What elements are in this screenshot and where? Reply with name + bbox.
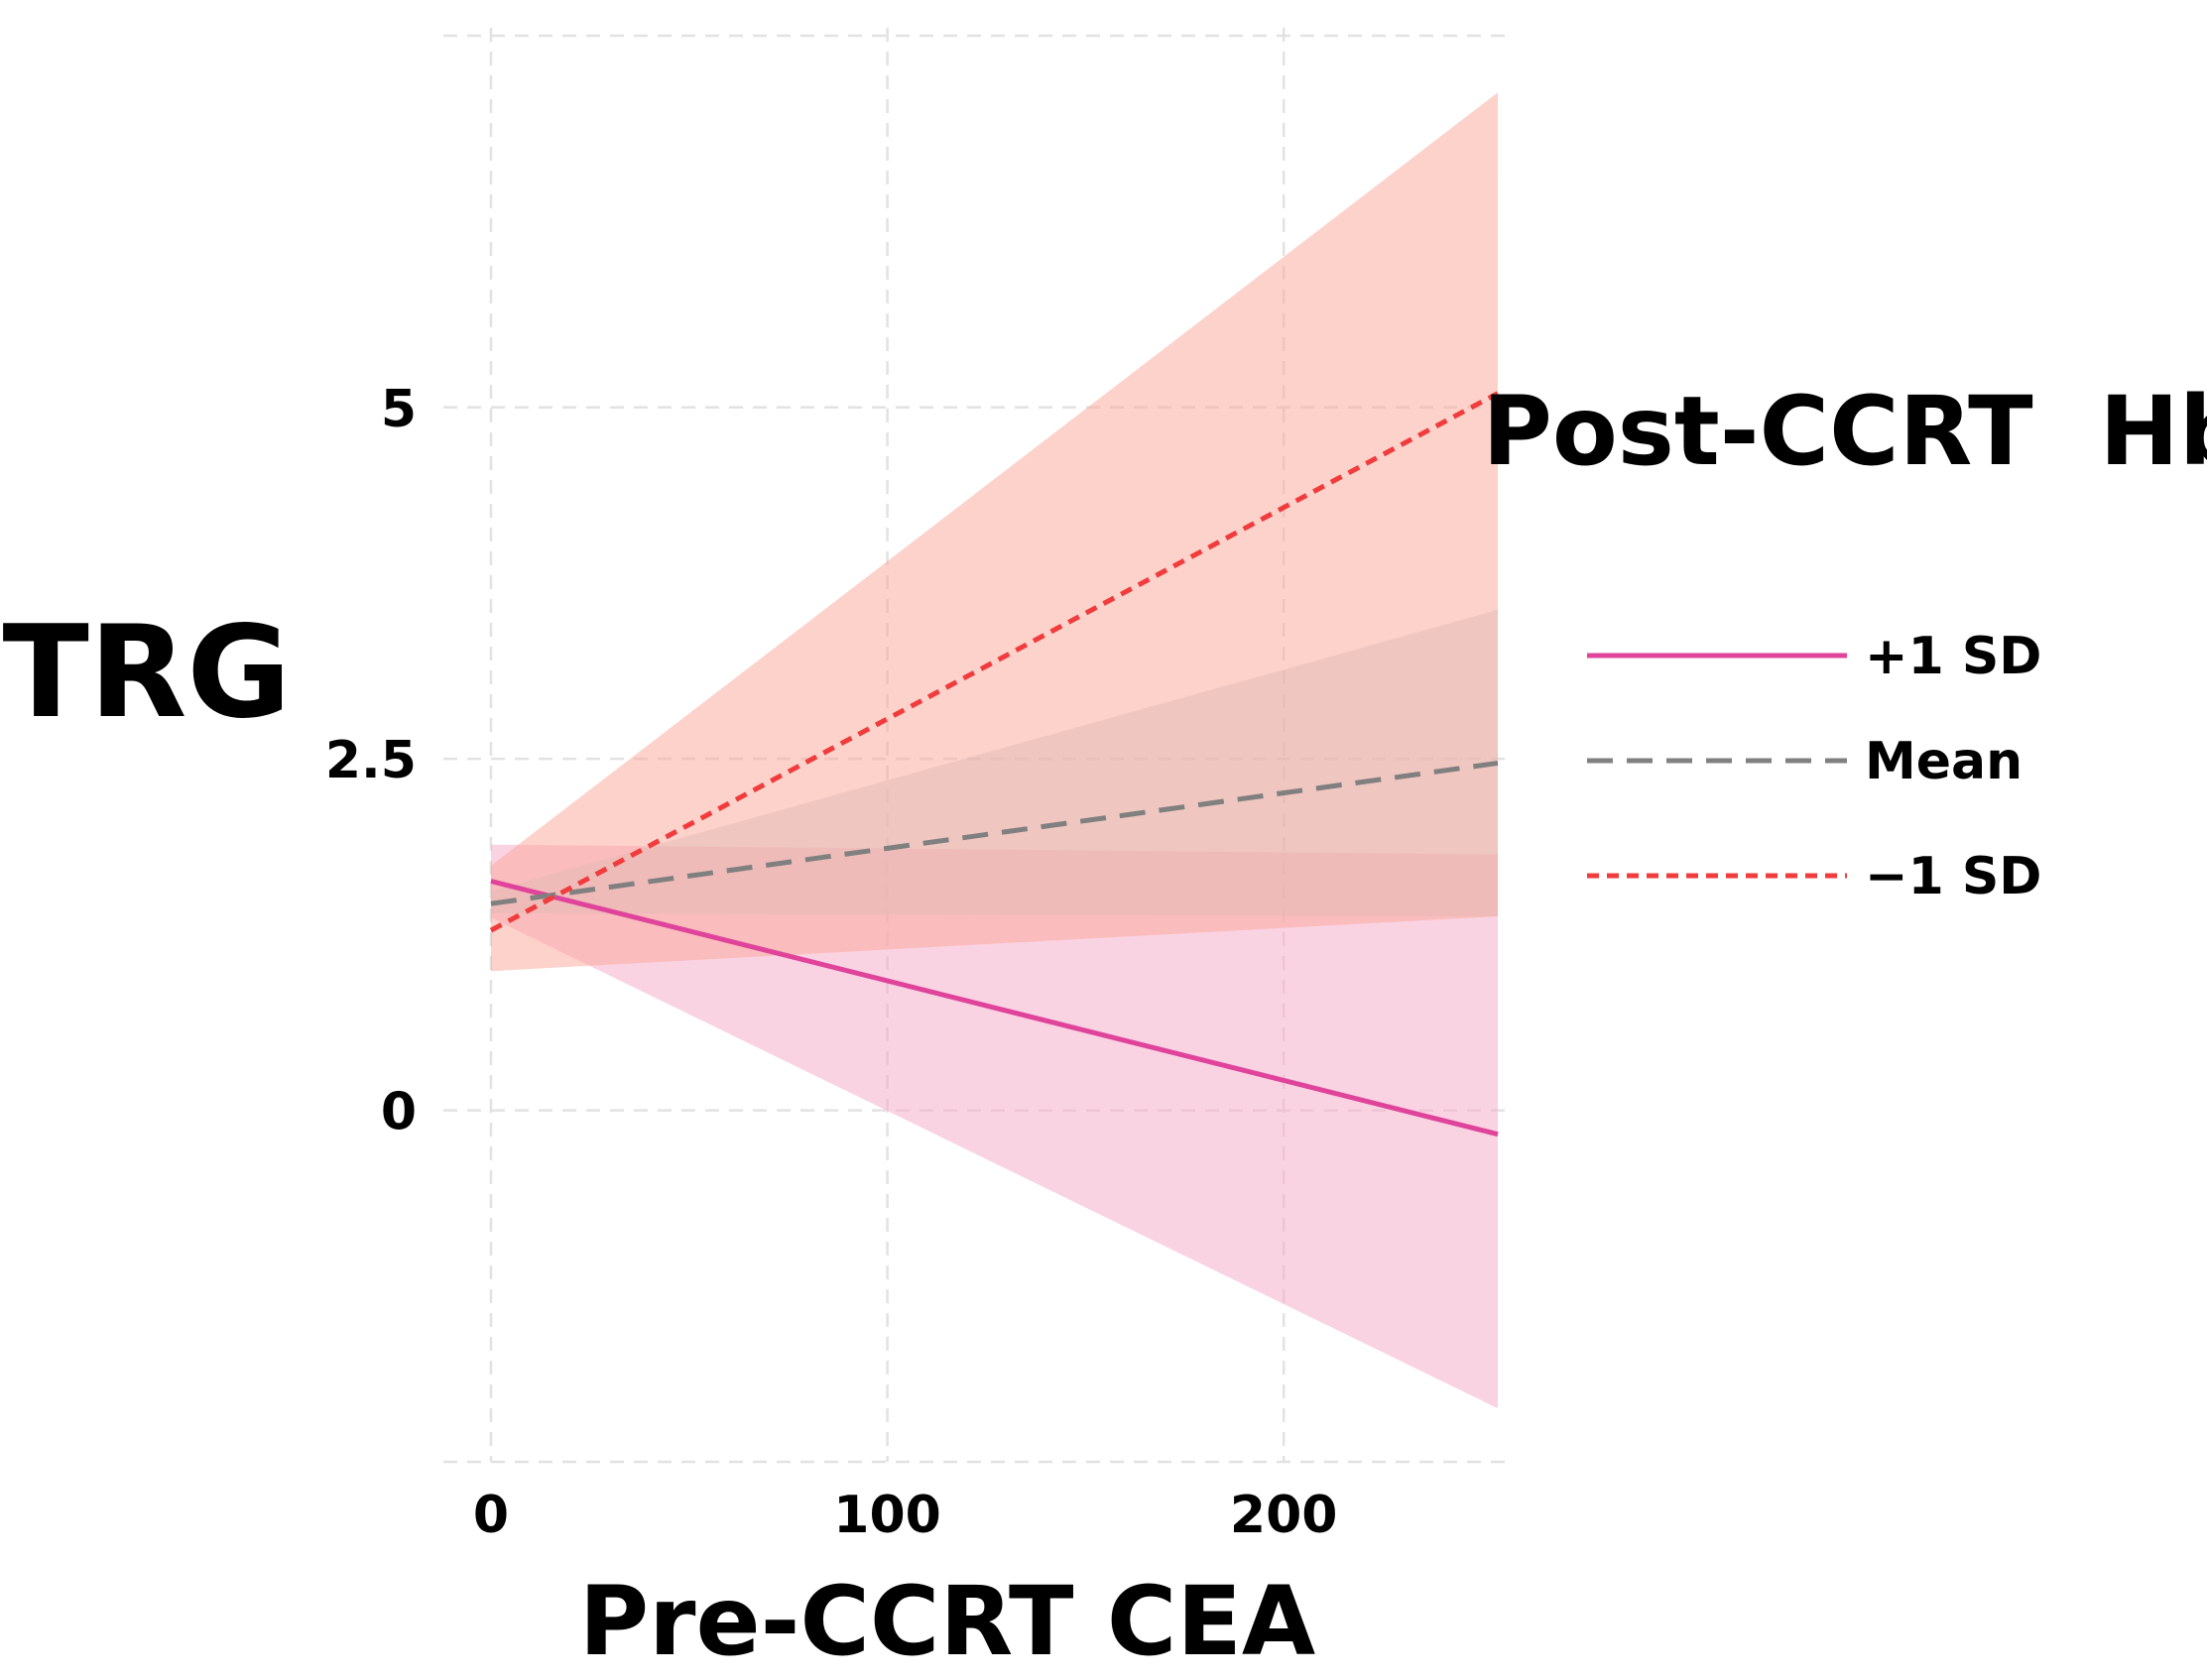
- y-tick-label: 5: [381, 380, 417, 439]
- legend-label-2: Mean: [1865, 732, 2023, 791]
- y-axis-title: TRG: [3, 599, 292, 747]
- series-line-3: [489, 391, 1500, 933]
- x-tick-label: 100: [833, 1486, 941, 1545]
- confidence-band-3: [490, 92, 1499, 972]
- series-lines: [489, 391, 1500, 1138]
- y-axis-ticks: 02.55: [325, 380, 417, 1142]
- confidence-band-1: [490, 844, 1499, 1409]
- confidence-bands: [490, 92, 1499, 1409]
- y-tick-label: 0: [381, 1083, 417, 1142]
- legend-label-1: +1 SD: [1865, 627, 2041, 686]
- y-tick-label: 2.5: [325, 731, 417, 790]
- legend-label-3: −1 SD: [1865, 847, 2041, 906]
- x-axis-ticks: 0 100 200: [473, 1486, 1338, 1545]
- x-tick-label: 200: [1230, 1486, 1338, 1545]
- x-tick-label: 0: [473, 1486, 509, 1545]
- x-axis-title: Pre-CCRT CEA: [579, 1566, 1315, 1677]
- legend-title: Post-CCRT Hb: [1482, 376, 2207, 487]
- series-line-2: [490, 760, 1499, 906]
- legend: +1 SD Mean −1 SD: [1587, 627, 2041, 906]
- series-line-1: [490, 879, 1499, 1138]
